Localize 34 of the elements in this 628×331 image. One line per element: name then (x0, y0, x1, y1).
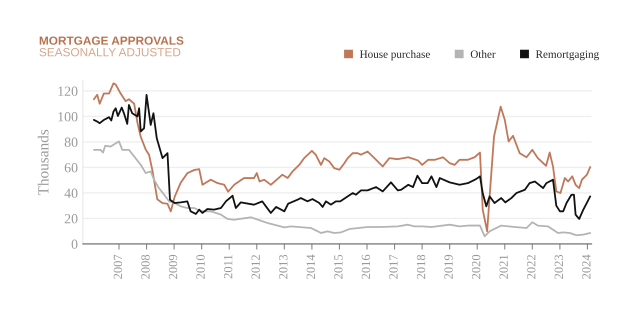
line-series (93, 82, 592, 232)
x-tick-label: 2022 (527, 255, 536, 279)
chart-title: MORTGAGE APPROVALS (40, 36, 184, 45)
x-tick-label: 2019 (444, 254, 453, 279)
legend-label: Remortgaging (536, 50, 599, 60)
chart-subtitle: SEASONALLY ADJUSTED (39, 48, 180, 56)
x-tick-label: 2012 (251, 255, 260, 279)
x-tick-label: 2017 (389, 254, 398, 279)
x-tick-label: 2013 (279, 254, 288, 279)
y-tick-label: 80 (64, 138, 78, 147)
y-tick-label: 20 (64, 214, 78, 224)
legend-label: Other (470, 50, 496, 58)
x-tick-label: 2021 (499, 255, 508, 279)
x-tick-label: 2008 (141, 254, 150, 279)
y-tick-label: 120 (58, 86, 78, 96)
x-tick-label: 2007 (114, 254, 122, 279)
y-tick-label: 100 (58, 112, 78, 122)
y-tick-label: 0 (72, 240, 78, 249)
x-tick-label: 2018 (416, 254, 426, 279)
x-tick-label: 2014 (306, 254, 316, 279)
x-tick-label: 2009 (168, 254, 178, 279)
legend-label: House purchase (360, 50, 430, 60)
x-tick-label: 2015 (334, 254, 343, 279)
line-series (93, 94, 592, 220)
x-tick-label: 2020 (472, 254, 480, 279)
y-tick-label: 60 (64, 163, 78, 172)
x-tick-label: 2016 (362, 254, 370, 279)
y-axis-title: Thousands (38, 130, 49, 196)
x-tick-label: 2011 (224, 255, 232, 278)
x-tick-label: 2010 (196, 254, 205, 279)
x-tick-label: 2023 (554, 254, 564, 279)
y-tick-label: 40 (64, 188, 78, 198)
line-series (93, 140, 592, 238)
x-tick-label: 2024 (582, 254, 591, 279)
